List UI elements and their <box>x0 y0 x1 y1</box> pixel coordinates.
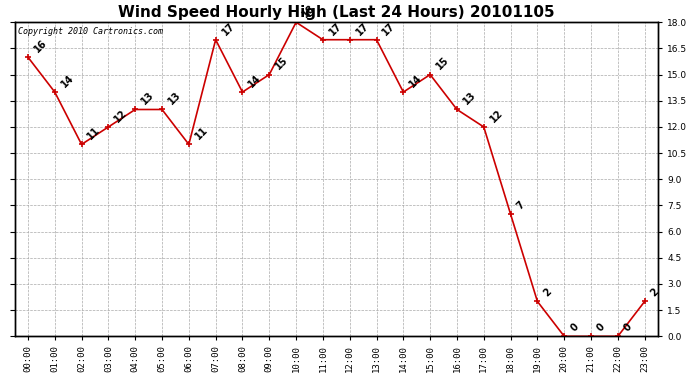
Text: 2: 2 <box>542 287 553 298</box>
Text: Copyright 2010 Cartronics.com: Copyright 2010 Cartronics.com <box>18 27 163 36</box>
Text: 13: 13 <box>166 90 183 107</box>
Text: 16: 16 <box>32 38 49 54</box>
Text: 12: 12 <box>112 108 129 124</box>
Text: 0: 0 <box>622 322 634 333</box>
Text: 17: 17 <box>327 20 344 37</box>
Text: 18: 18 <box>300 3 317 20</box>
Text: 17: 17 <box>354 20 371 37</box>
Text: 2: 2 <box>649 287 660 298</box>
Text: 0: 0 <box>569 322 580 333</box>
Text: 17: 17 <box>220 20 237 37</box>
Text: 15: 15 <box>273 55 290 72</box>
Text: 15: 15 <box>434 55 451 72</box>
Text: 0: 0 <box>595 322 607 333</box>
Text: 11: 11 <box>86 125 102 142</box>
Text: 14: 14 <box>59 73 75 89</box>
Text: 17: 17 <box>381 20 397 37</box>
Text: 13: 13 <box>139 90 156 107</box>
Title: Wind Speed Hourly High (Last 24 Hours) 20101105: Wind Speed Hourly High (Last 24 Hours) 2… <box>118 5 555 20</box>
Text: 11: 11 <box>193 125 210 142</box>
Text: 12: 12 <box>488 108 504 124</box>
Text: 14: 14 <box>408 73 424 89</box>
Text: 14: 14 <box>246 73 264 89</box>
Text: 7: 7 <box>515 200 526 211</box>
Text: 13: 13 <box>461 90 477 107</box>
